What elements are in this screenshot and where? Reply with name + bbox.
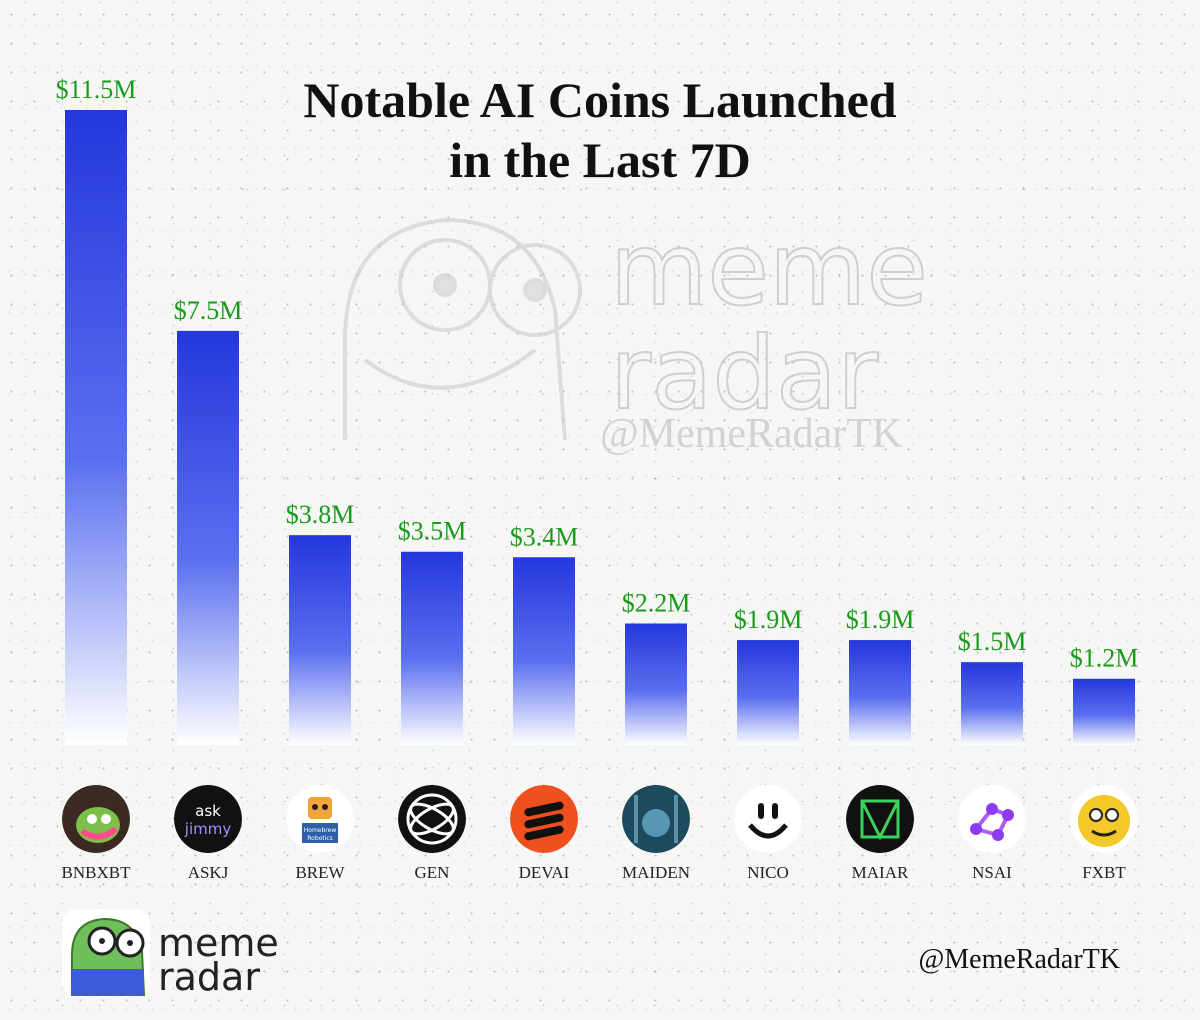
fxbt-coin-icon: [1070, 785, 1138, 853]
footer-logo-word-1: meme: [158, 921, 279, 965]
svg-text:Homebrew: Homebrew: [304, 827, 337, 834]
svg-text:jimmy: jimmy: [184, 820, 232, 838]
bar-nsai: [961, 662, 1023, 745]
value-label-maiar: $1.9M: [846, 605, 915, 634]
x-tick-label-gen: GEN: [415, 863, 450, 882]
askj-coin-icon: ask jimmy: [174, 785, 242, 853]
bar-nico: [737, 640, 799, 745]
brew-coin-icon: Homebrew Robotics: [286, 785, 354, 853]
bar-bnbxbt: [65, 110, 127, 745]
x-tick-label-nsai: NSAI: [972, 863, 1012, 882]
value-label-fxbt: $1.2M: [1070, 644, 1139, 673]
bar-gen: [401, 551, 463, 745]
footer-handle: @MemeRadarTK: [918, 944, 1121, 975]
bar-maiar: [849, 640, 911, 745]
value-label-gen: $3.5M: [398, 517, 467, 546]
bar-devai: [513, 557, 575, 745]
x-tick-label-bnbxbt: BNBXBT: [62, 863, 132, 882]
bar-askj: [177, 330, 239, 745]
footer-logo-word-2: radar: [158, 955, 260, 999]
x-tick-label-maiden: MAIDEN: [622, 863, 690, 882]
watermark-word-2: radar: [609, 315, 879, 432]
value-label-devai: $3.4M: [510, 522, 579, 551]
bnbxbt-coin-icon: [62, 785, 130, 853]
chart-title-line-2: in the Last 7D: [449, 132, 751, 188]
watermark-brand: meme radar: [609, 211, 929, 432]
chart-title-line-1: Notable AI Coins Launched: [303, 72, 897, 128]
gen-coin-icon: [398, 785, 466, 853]
bar-fxbt: [1073, 678, 1135, 745]
watermark-word-1: meme: [609, 211, 929, 328]
x-tick-label-brew: BREW: [295, 863, 345, 882]
x-tick-label-askj: ASKJ: [188, 863, 229, 882]
maiden-coin-icon: [622, 785, 690, 853]
value-label-maiden: $2.2M: [622, 589, 691, 618]
bar-brew: [289, 535, 351, 745]
value-label-nsai: $1.5M: [958, 627, 1027, 656]
value-label-bnbxbt: $11.5M: [56, 75, 137, 104]
svg-text:ask: ask: [195, 802, 221, 820]
value-label-nico: $1.9M: [734, 605, 803, 634]
bar-maiden: [625, 623, 687, 745]
value-label-brew: $3.8M: [286, 500, 355, 529]
devai-coin-icon: [510, 785, 578, 853]
nsai-coin-icon: [958, 785, 1026, 853]
svg-text:Robotics: Robotics: [307, 835, 333, 842]
x-tick-label-fxbt: FXBT: [1082, 863, 1126, 882]
x-tick-label-devai: DEVAI: [519, 863, 570, 882]
x-tick-label-maiar: MAIAR: [852, 863, 909, 882]
footer-logo-icon: [58, 905, 154, 1001]
watermark-logo-icon: [305, 190, 605, 454]
value-label-askj: $7.5M: [174, 296, 243, 325]
maiar-coin-icon: [846, 785, 914, 853]
x-tick-label-nico: NICO: [747, 863, 789, 882]
chart-title: Notable AI Coins Launched in the Last 7D: [0, 70, 1200, 190]
nico-coin-icon: [734, 785, 802, 853]
watermark-handle: @MemeRadarTK: [600, 411, 903, 457]
